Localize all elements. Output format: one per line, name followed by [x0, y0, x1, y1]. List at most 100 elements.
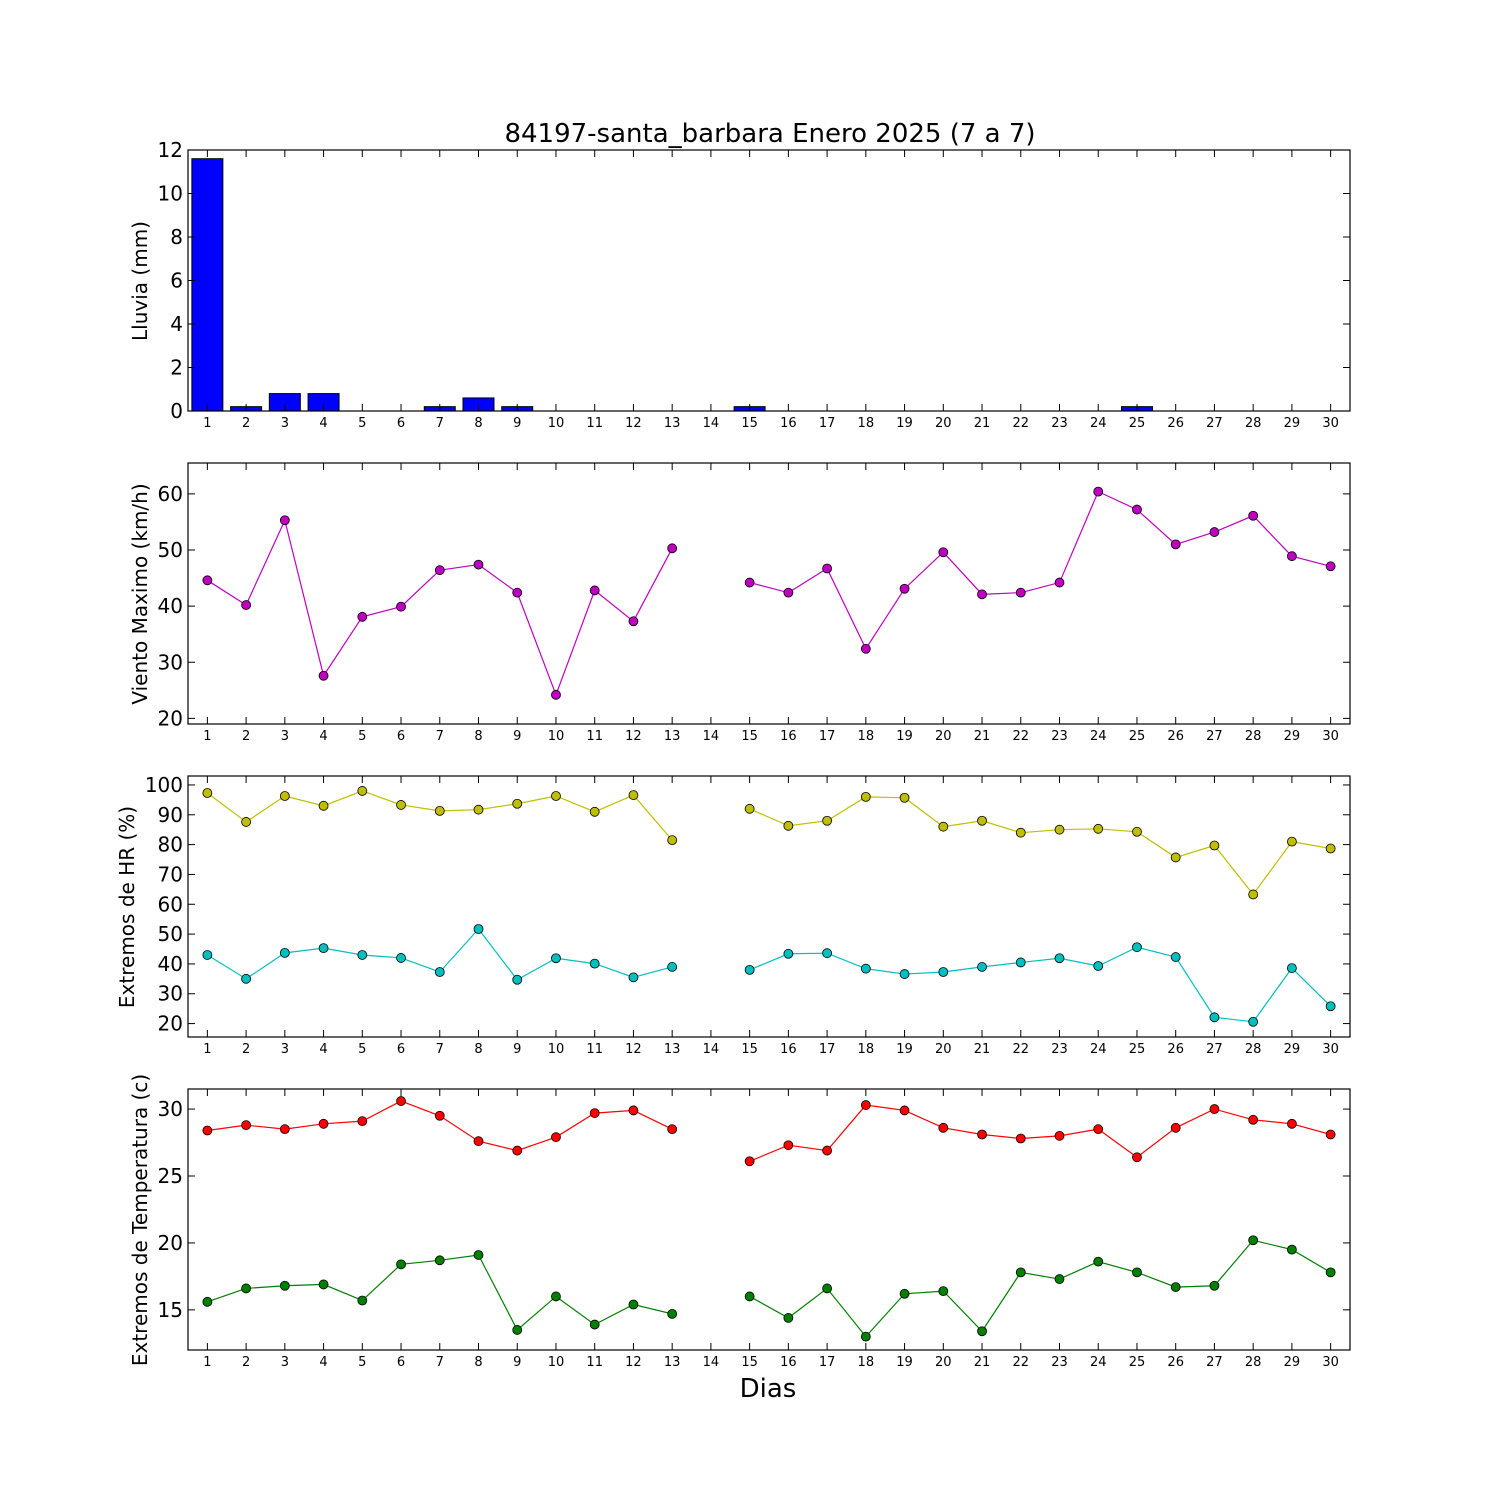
lluvia-ytick-label-6: 6 — [170, 269, 183, 293]
temperatura-xtick-label-30: 30 — [1322, 1355, 1339, 1370]
temperatura-xtick-label-21: 21 — [974, 1355, 991, 1370]
humedad-series-1-point-19 — [899, 969, 910, 979]
temperatura-series-1-point-10 — [551, 1291, 561, 1302]
viento-xtick-label-16: 16 — [780, 729, 797, 744]
temperatura-xtick-label-10: 10 — [548, 1355, 565, 1370]
lluvia-xtick-label-18: 18 — [858, 416, 875, 431]
viento-series-0-line-0 — [207, 518, 673, 697]
lluvia-xtick-label-24: 24 — [1090, 416, 1107, 431]
viento-series-0-point-18 — [860, 643, 871, 654]
humedad-series-1-point-3 — [279, 947, 290, 958]
viento-xtick-label-18: 18 — [858, 729, 875, 744]
viento-series-0-point-21 — [977, 589, 987, 600]
humedad-xtick-label-18: 18 — [858, 1042, 875, 1057]
lluvia-y-axis-label: Lluvia (mm) — [128, 221, 152, 341]
lluvia-xtick-label-2: 2 — [242, 416, 250, 431]
viento-series-0-point-12 — [628, 616, 639, 627]
lluvia-bar-1 — [191, 158, 224, 412]
temperatura-series-0-point-10 — [551, 1132, 561, 1143]
temperatura-series-0-point-5 — [357, 1116, 368, 1127]
temperatura-series-0-point-13 — [667, 1124, 678, 1135]
lluvia-xtick-label-30: 30 — [1322, 416, 1339, 431]
lluvia-xtick-label-16: 16 — [780, 416, 797, 431]
viento-xtick-label-25: 25 — [1129, 729, 1146, 744]
lluvia-xtick-label-14: 14 — [703, 416, 720, 431]
temperatura-series-0-point-27 — [1209, 1104, 1220, 1114]
temperatura-ytick-label-25: 25 — [158, 1164, 183, 1188]
lluvia-xtick-label-20: 20 — [935, 416, 952, 431]
humedad-ytick-label-80: 80 — [158, 833, 183, 857]
humedad-series-1-point-6 — [396, 953, 406, 963]
humedad-series-1-point-22 — [1015, 957, 1026, 968]
temperatura-series-0-point-19 — [899, 1105, 910, 1116]
lluvia-xtick-label-22: 22 — [1012, 416, 1029, 431]
temperatura-series-1-point-13 — [667, 1308, 678, 1319]
humedad-series-1-line-1 — [749, 946, 1332, 1023]
temperatura-xtick-label-20: 20 — [935, 1355, 952, 1370]
lluvia-axes-frame — [187, 149, 1351, 412]
temperatura-xtick-label-14: 14 — [703, 1355, 720, 1370]
temperatura-series-0-point-28 — [1248, 1114, 1259, 1125]
viento-xtick-label-11: 11 — [586, 729, 603, 744]
humedad-series-1-point-20 — [938, 967, 949, 977]
humedad-xtick-label-28: 28 — [1245, 1042, 1262, 1057]
humedad-xtick-label-17: 17 — [819, 1042, 836, 1057]
viento-series-0-point-19 — [899, 583, 910, 594]
humedad-xtick-label-16: 16 — [780, 1042, 797, 1057]
viento-series-0-point-3 — [279, 515, 290, 526]
humedad-series-0-point-5 — [357, 786, 368, 796]
humedad-series-0-point-27 — [1209, 840, 1220, 851]
temperatura-series-1-point-18 — [860, 1331, 871, 1342]
humedad-series-1-point-21 — [977, 962, 987, 972]
temperatura-series-1-point-16 — [783, 1312, 794, 1323]
viento-series-0-point-9 — [512, 587, 523, 598]
humedad-xtick-label-9: 9 — [513, 1042, 521, 1057]
viento-ytick-label-40: 40 — [158, 594, 183, 618]
temperatura-series-1-point-29 — [1287, 1244, 1297, 1255]
lluvia-xtick-label-27: 27 — [1206, 416, 1223, 431]
humedad-xtick-label-4: 4 — [319, 1042, 327, 1057]
humedad-series-0-point-11 — [589, 806, 600, 817]
temperatura-series-1-point-15 — [744, 1291, 755, 1302]
humedad-series-0-point-7 — [434, 805, 445, 816]
temperatura-series-1-point-11 — [589, 1319, 600, 1330]
humedad-series-1-point-17 — [822, 948, 832, 959]
temperatura-axes-frame — [187, 1088, 1351, 1351]
viento-xtick-label-8: 8 — [474, 729, 482, 744]
humedad-series-0-point-8 — [473, 804, 484, 815]
temperatura-ytick-label-15: 15 — [158, 1298, 183, 1322]
humedad-xtick-label-3: 3 — [281, 1042, 289, 1057]
viento-xtick-label-2: 2 — [242, 729, 250, 744]
humedad-series-1-point-26 — [1170, 952, 1181, 962]
temperatura-series-0-line-1 — [749, 1104, 1331, 1162]
temperatura-xtick-label-3: 3 — [281, 1355, 289, 1370]
viento-series-0-point-13 — [667, 543, 678, 554]
temperatura-xtick-label-15: 15 — [741, 1355, 758, 1370]
humedad-series-0-point-9 — [512, 798, 523, 809]
humedad-y-axis-label: Extremos de HR (%) — [115, 806, 139, 1008]
viento-xtick-label-24: 24 — [1090, 729, 1107, 744]
humedad-series-0-point-18 — [860, 791, 871, 802]
humedad-ytick-label-100: 100 — [145, 773, 183, 797]
temperatura-series-0-point-16 — [783, 1140, 794, 1151]
humedad-ytick-label-40: 40 — [158, 952, 183, 976]
humedad-series-1-point-18 — [860, 963, 871, 974]
lluvia-xtick-label-28: 28 — [1245, 416, 1262, 431]
humedad-series-0-point-16 — [783, 820, 794, 831]
humedad-xtick-label-26: 26 — [1167, 1042, 1184, 1057]
humedad-xtick-label-27: 27 — [1206, 1042, 1223, 1057]
viento-series-0-point-8 — [473, 559, 484, 570]
humedad-series-0-point-17 — [822, 815, 832, 826]
humedad-series-1-point-2 — [241, 973, 252, 984]
temperatura-series-1-line-0 — [207, 1254, 673, 1331]
viento-series-0-point-29 — [1287, 551, 1297, 562]
humedad-xtick-label-10: 10 — [548, 1042, 565, 1057]
humedad-series-0-point-26 — [1170, 852, 1181, 863]
humedad-xtick-label-19: 19 — [896, 1042, 913, 1057]
humedad-series-0-line-1 — [749, 796, 1331, 896]
viento-series-0-line-1 — [749, 490, 1331, 651]
humedad-series-0-point-20 — [938, 821, 949, 832]
temperatura-xtick-label-6: 6 — [397, 1355, 405, 1370]
